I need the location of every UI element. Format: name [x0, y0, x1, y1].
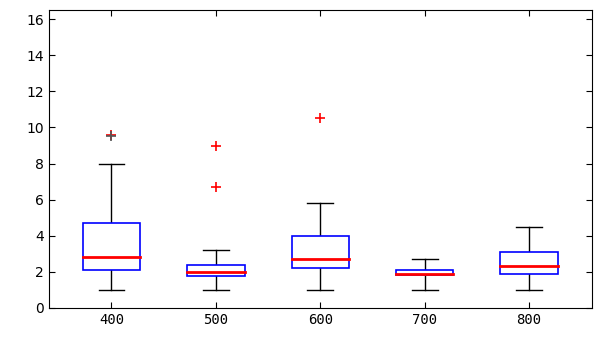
Bar [292, 236, 349, 268]
Bar [500, 252, 558, 274]
Bar [187, 265, 245, 276]
Bar [83, 223, 140, 270]
Bar [396, 270, 453, 275]
